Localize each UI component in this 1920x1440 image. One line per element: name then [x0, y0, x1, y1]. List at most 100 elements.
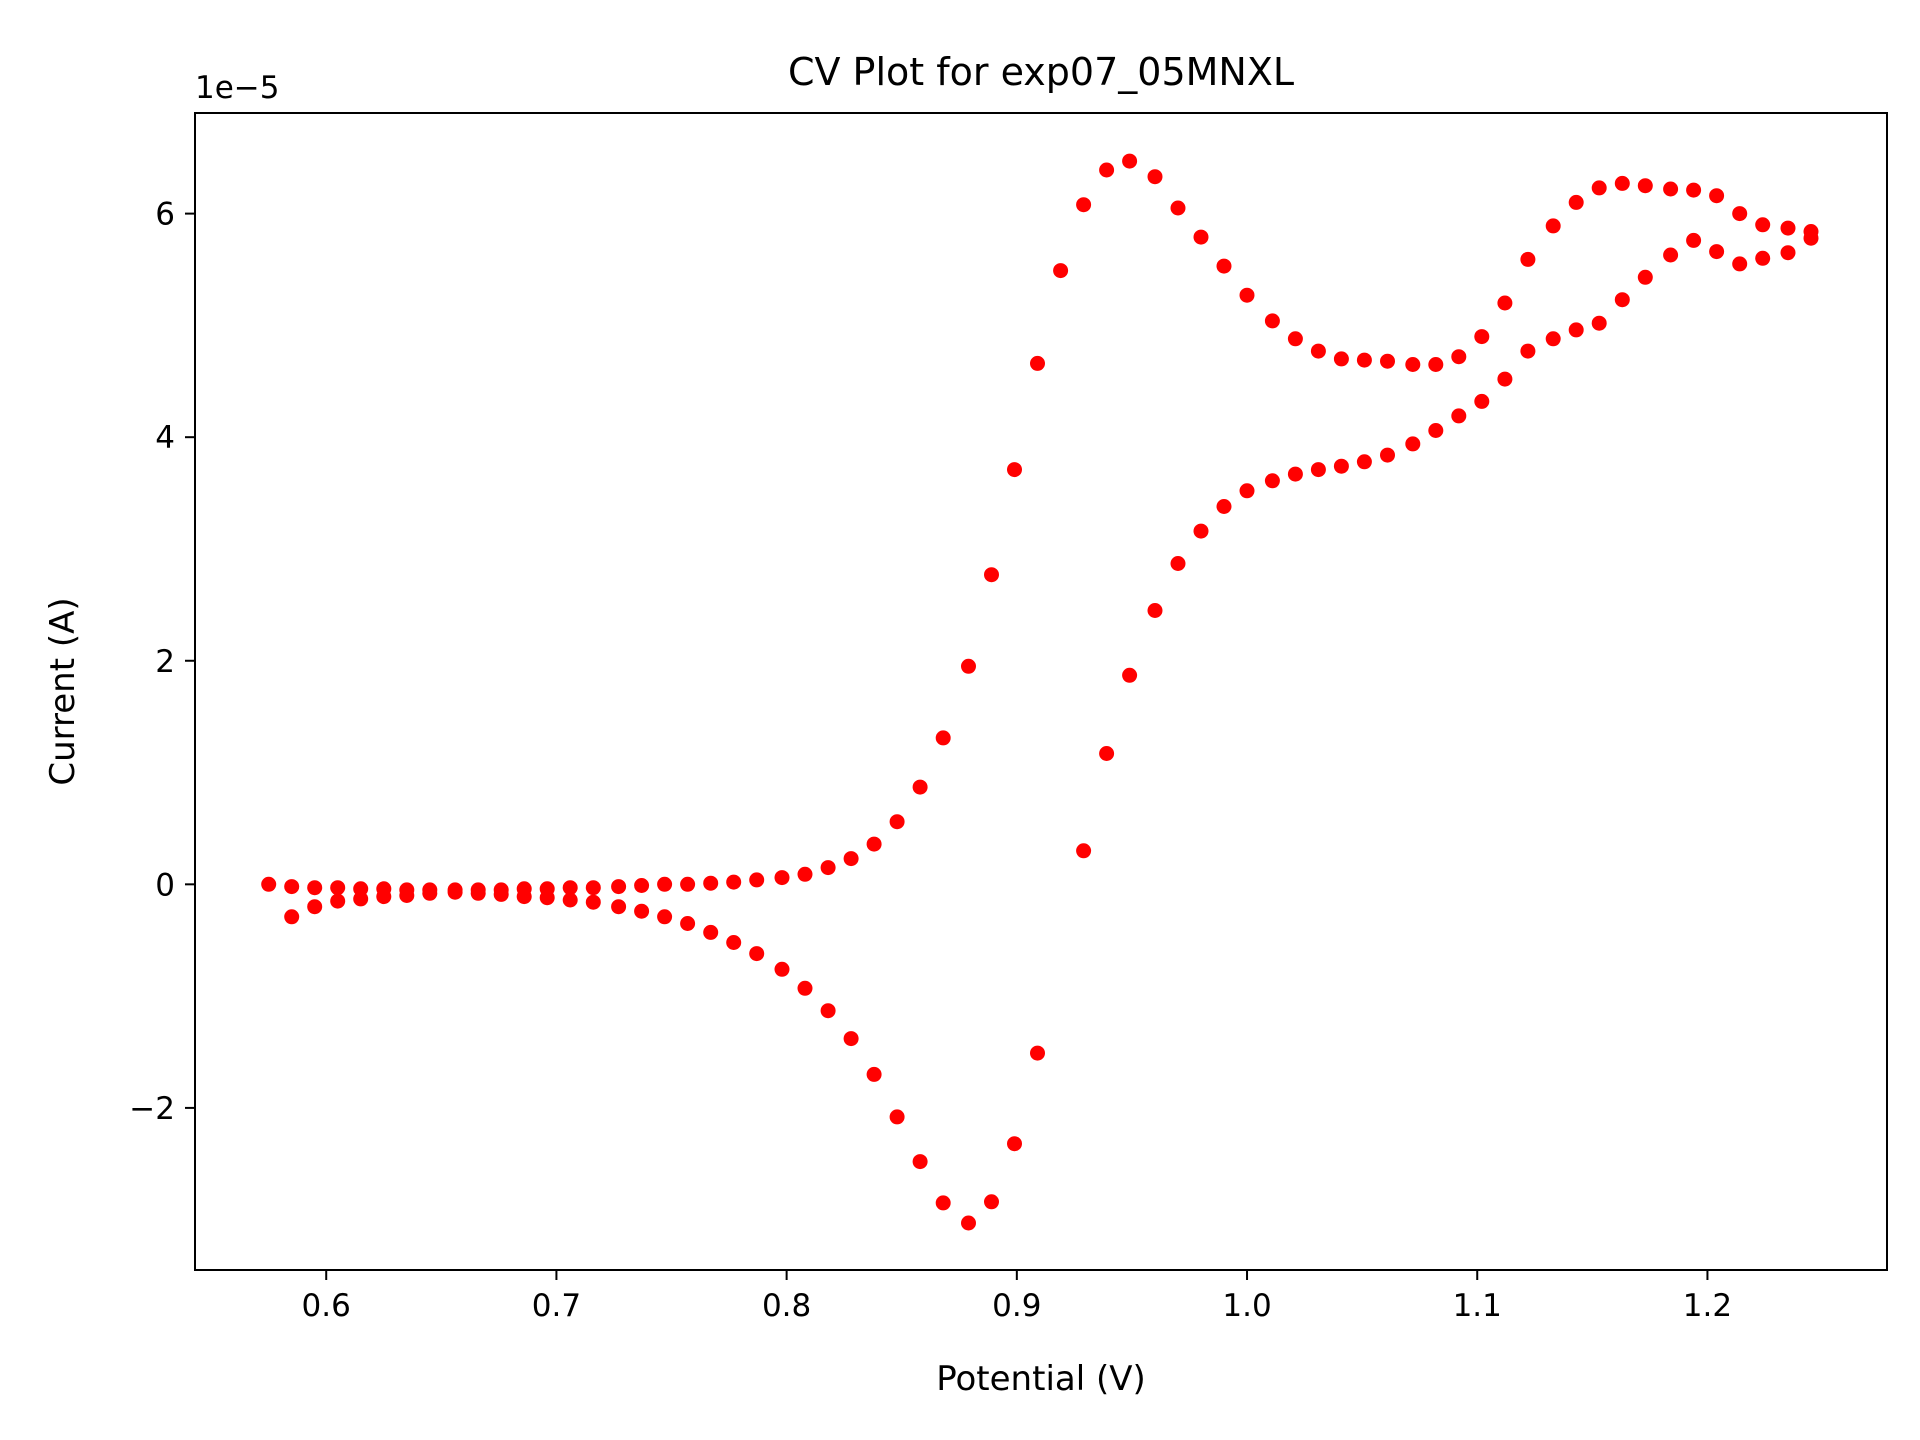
data-point	[1686, 232, 1702, 248]
data-point	[611, 879, 627, 895]
data-point	[1545, 218, 1561, 234]
data-point	[1614, 292, 1630, 308]
data-point	[1122, 153, 1138, 169]
data-point	[1380, 353, 1395, 369]
data-point	[703, 924, 719, 940]
data-point	[1193, 229, 1209, 245]
data-point	[1287, 466, 1303, 482]
data-point	[1239, 287, 1255, 303]
data-point	[1053, 263, 1069, 279]
data-point	[774, 870, 790, 886]
data-point	[1122, 667, 1138, 683]
y-axis-ticks: −2 0 2 4 6	[129, 197, 195, 1127]
plot-frame	[194, 112, 1888, 1271]
data-point	[1568, 322, 1584, 338]
data-point	[726, 935, 742, 950]
data-point	[657, 876, 673, 892]
data-point	[470, 885, 486, 901]
data-point	[539, 890, 555, 906]
data-point	[680, 916, 696, 931]
data-point	[353, 891, 369, 907]
data-point	[961, 1215, 976, 1231]
data-point	[1474, 329, 1490, 345]
data-point	[843, 1031, 859, 1047]
x-tick-label: 0.6	[302, 1288, 351, 1324]
data-point	[1356, 352, 1372, 368]
data-point	[1497, 371, 1513, 387]
data-point	[1428, 357, 1444, 372]
data-point	[1686, 182, 1702, 198]
data-point	[1356, 454, 1372, 470]
data-point	[984, 1194, 999, 1210]
data-point	[284, 909, 300, 925]
data-point	[1193, 523, 1209, 539]
x-tick-label: 1.0	[1222, 1288, 1271, 1324]
data-point	[1030, 355, 1045, 371]
x-tick-label: 0.7	[532, 1288, 581, 1324]
data-point	[611, 899, 627, 915]
data-point	[1663, 247, 1679, 263]
data-point	[1216, 258, 1232, 274]
data-point	[634, 878, 650, 893]
data-point	[1007, 1136, 1022, 1152]
data-point	[422, 885, 438, 901]
data-point	[1333, 351, 1349, 367]
data-point	[447, 884, 463, 900]
data-point	[1099, 746, 1115, 761]
data-point	[1333, 458, 1349, 474]
data-point	[1007, 462, 1022, 478]
data-point	[1428, 423, 1444, 438]
data-point	[585, 880, 601, 896]
chart-title: CV Plot for exp07_05MNXL	[788, 50, 1294, 94]
data-point	[1099, 162, 1115, 178]
data-point	[1663, 181, 1679, 197]
data-point	[935, 730, 951, 746]
data-point	[1310, 343, 1326, 359]
data-point	[961, 658, 976, 674]
data-point	[1545, 331, 1561, 347]
data-point	[774, 961, 790, 977]
data-point	[284, 879, 300, 895]
data-point	[657, 909, 673, 925]
data-point	[562, 892, 578, 908]
data-point	[1732, 206, 1748, 222]
data-point	[984, 567, 999, 583]
data-point	[749, 946, 765, 962]
data-point	[1170, 200, 1186, 216]
y-tick-label: 2	[155, 644, 175, 680]
data-point	[1755, 250, 1771, 266]
data-point	[866, 836, 882, 852]
data-point	[1264, 313, 1280, 329]
data-point	[1147, 603, 1163, 618]
data-point	[1451, 349, 1467, 365]
data-point	[680, 876, 696, 892]
data-point	[1474, 393, 1490, 409]
data-point	[1310, 462, 1326, 478]
data-point	[261, 876, 277, 892]
x-axis-label: Potential (V)	[936, 1359, 1146, 1399]
data-point	[330, 893, 346, 909]
data-point	[562, 880, 578, 896]
y-tick-label: 6	[155, 197, 175, 233]
data-point	[330, 880, 346, 896]
data-point	[843, 851, 859, 867]
y-axis-offset-label: 1e−5	[195, 70, 280, 106]
x-tick-label: 0.9	[992, 1288, 1041, 1324]
data-point	[1803, 230, 1819, 246]
data-point	[797, 980, 813, 996]
x-tick-label: 1.1	[1453, 1288, 1502, 1324]
data-point	[1591, 180, 1607, 196]
data-point	[1287, 331, 1303, 347]
data-point	[1637, 178, 1653, 194]
data-point	[866, 1066, 882, 1082]
data-point	[703, 875, 719, 891]
data-point	[1147, 169, 1163, 185]
data-point	[1216, 499, 1232, 514]
x-axis-ticks: 0.6 0.7 0.8 0.9 1.0 1.1 1.2	[302, 1270, 1732, 1324]
data-points	[261, 153, 1819, 1231]
x-tick-label: 0.8	[762, 1288, 811, 1324]
data-point	[1614, 175, 1630, 191]
data-point	[912, 1154, 928, 1170]
data-point	[1709, 188, 1725, 204]
